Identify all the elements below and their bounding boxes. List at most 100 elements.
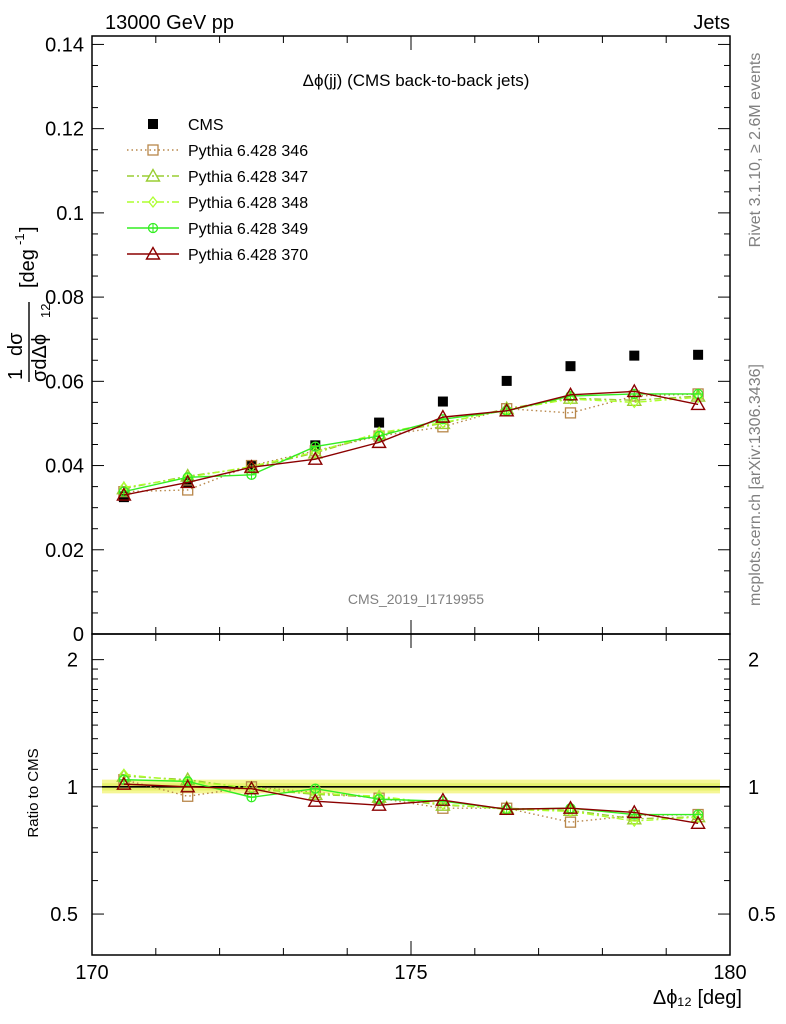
main-series-line (123, 393, 699, 493)
main-series-4 (118, 388, 704, 497)
legend-marker (145, 246, 161, 260)
main-series-5 (116, 383, 706, 501)
ratio-y-tick-label: 1 (67, 777, 78, 799)
x-tick-label: 180 (713, 962, 746, 984)
main-series-1 (118, 388, 704, 498)
ratio-y-tick-label: 0.5 (50, 904, 78, 926)
ratio-data-point (565, 805, 576, 818)
rivet-label: Rivet 3.1.10, ≥ 2.6M events (747, 53, 764, 248)
main-series-line (123, 393, 699, 493)
main-data-point (564, 407, 577, 419)
main-data-point (693, 349, 704, 360)
main-series-0 (118, 349, 704, 503)
ratio-data-point (499, 801, 515, 815)
main-data-point (243, 459, 260, 473)
legend: CMS Pythia 6.428 346 Pythia 6.428 347 Pythi… (127, 117, 308, 264)
legend-entry: Pythia 6.428 370 (127, 246, 308, 264)
main-y-axis-label: 1 dσ σdΔϕ 12 [deg -1] (5, 226, 53, 382)
ratio-data-point (438, 798, 448, 811)
legend-label: Pythia 6.428 347 (188, 169, 308, 186)
legend-label: Pythia 6.428 370 (188, 247, 308, 264)
main-series-line (123, 390, 699, 496)
ratio-data-point (626, 804, 642, 819)
ratio-y-tick-label-right: 1 (748, 777, 759, 799)
legend-label: Pythia 6.428 346 (188, 143, 308, 160)
main-y-tick-label: 0.08 (45, 287, 84, 309)
ratio-series-1 (116, 768, 706, 825)
main-data-point (246, 469, 257, 480)
ratio-data-point (562, 800, 579, 814)
main-data-point (307, 451, 323, 465)
legend-marker (145, 168, 161, 182)
main-data-point (626, 383, 642, 398)
legend-marker (147, 222, 159, 234)
main-y-tick-label: 0.14 (45, 34, 84, 56)
main-data-point (437, 396, 448, 407)
legend-label: Pythia 6.428 349 (188, 221, 308, 238)
ratio-data-point (310, 787, 321, 800)
main-data-point (371, 434, 387, 449)
legend-entry: CMS (148, 117, 224, 134)
main-data-point (565, 361, 576, 372)
main-data-point (116, 487, 132, 501)
ratio-data-point (310, 783, 321, 794)
main-series-line (123, 396, 699, 489)
ratio-data-point (243, 780, 260, 795)
ratio-panel: 0.5 0.5 1 1 2 2 170 175 180 Ratio to CMS Δϕ₁₂ [… (25, 633, 776, 1009)
main-y-axis-label-part: 12 (38, 304, 53, 318)
main-data-point (435, 409, 451, 423)
main-data-point (182, 484, 194, 496)
ratio-data-point (693, 811, 703, 824)
ratio-series-3 (118, 774, 704, 820)
x-axis-label: Δϕ₁₂ [deg] (653, 987, 742, 1009)
x-tick-label: 170 (75, 962, 108, 984)
chart-title: Δϕ(jj) (CMS back-to-back jets) (303, 71, 530, 90)
main-data-point (438, 416, 448, 429)
main-y-axis-label-part: [deg (17, 249, 39, 288)
ratio-y-tick-label-right: 0.5 (748, 904, 776, 926)
main-data-point (626, 392, 642, 406)
ratio-data-point (180, 778, 196, 793)
main-data-point (501, 375, 512, 386)
ratio-series-line (123, 778, 699, 816)
ratio-y-axis-label: Ratio to CMS (25, 748, 42, 837)
main-y-tick-label: 0.04 (45, 456, 84, 478)
main-data-point (374, 417, 385, 428)
legend-marker (148, 119, 158, 129)
ratio-data-point (371, 797, 387, 811)
main-data-point (693, 391, 703, 404)
main-y-tick-label: 0.1 (56, 203, 84, 225)
main-y-axis-label-part: 1 (5, 369, 27, 380)
mcplots-label: mcplots.cern.ch [arXiv:1306.3436] (747, 364, 764, 606)
x-tick-label: 175 (394, 962, 427, 984)
main-data-point (562, 386, 579, 401)
ratio-data-point (690, 815, 706, 829)
ratio-series-2 (119, 768, 703, 828)
main-y-axis-label-part: -1 (12, 233, 27, 245)
main-data-point (310, 441, 321, 452)
ratio-series-4 (116, 776, 706, 829)
legend-entry: Pythia 6.428 348 (127, 195, 308, 212)
legend-entry: Pythia 6.428 347 (127, 168, 308, 186)
main-y-tick-label: 0.02 (45, 540, 84, 562)
ratio-data-point (307, 793, 323, 807)
main-y-axis-label-part: ] (17, 226, 39, 232)
ratio-plot-frame (91, 633, 731, 956)
legend-entry: Pythia 6.428 346 (127, 143, 308, 160)
ratio-y-tick-label-right: 2 (748, 650, 759, 672)
main-panel: Δϕ(jj) (CMS back-to-back jets) CMS_2019_… (5, 34, 731, 646)
legend-marker (147, 144, 159, 156)
main-y-tick-label: 0.06 (45, 371, 84, 393)
main-y-tick-label: 0 (73, 624, 84, 646)
analysis-watermark: CMS_2019_I1719955 (348, 591, 484, 607)
main-y-tick-label: 0.12 (45, 119, 84, 141)
main-series-line (123, 395, 699, 490)
main-y-axis-label-part: dσ (5, 332, 27, 356)
header-left: 13000 GeV pp (105, 12, 234, 34)
main-data-point (629, 396, 640, 409)
header-right: Jets (693, 12, 730, 34)
legend-label: CMS (188, 117, 224, 134)
ratio-data-point (629, 815, 640, 828)
main-data-point (690, 396, 706, 411)
